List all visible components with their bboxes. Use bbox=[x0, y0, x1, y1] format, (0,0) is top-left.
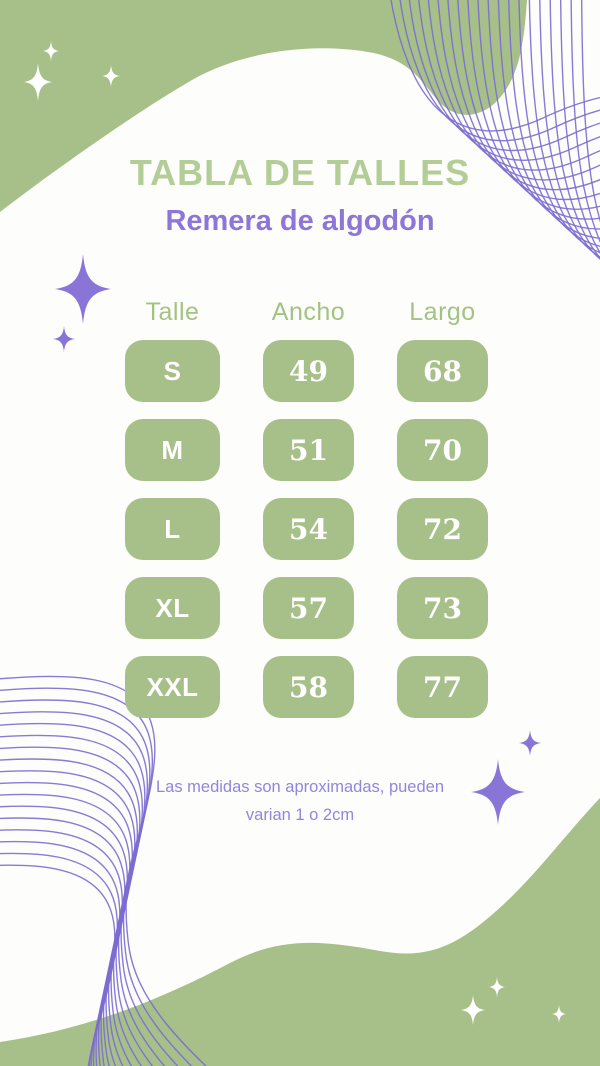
cell-talle-xl: XL bbox=[125, 577, 220, 639]
cell-talle-m: M bbox=[125, 419, 220, 481]
page-subtitle: Remera de algodón bbox=[165, 205, 435, 237]
cell-talle-l: L bbox=[125, 498, 220, 560]
measurement-note: Las medidas son aproximadas, pueden vari… bbox=[0, 773, 600, 829]
column-header-talle: Talle bbox=[145, 298, 200, 326]
measurement-note-line1: Las medidas son aproximadas, pueden bbox=[155, 778, 445, 796]
table-row-l: L 54 72 bbox=[125, 498, 600, 560]
cell-ancho-s: 49 bbox=[263, 340, 354, 402]
cell-ancho-xxl: 58 bbox=[263, 656, 354, 718]
bottom-green-blob bbox=[0, 798, 600, 1066]
cell-largo-m: 70 bbox=[397, 419, 488, 481]
cell-talle-s: S bbox=[125, 340, 220, 402]
cell-ancho-l: 54 bbox=[263, 498, 354, 560]
top-right-wave-lines bbox=[390, 0, 600, 260]
cell-ancho-xl: 57 bbox=[263, 577, 354, 639]
page-title: TABLA DE TALLES bbox=[129, 152, 471, 193]
bottom-left-wave-lines bbox=[0, 675, 207, 1066]
top-green-blob bbox=[0, 0, 527, 212]
cell-largo-xxl: 77 bbox=[397, 656, 488, 718]
column-header-ancho: Ancho bbox=[271, 298, 346, 326]
cell-largo-l: 72 bbox=[397, 498, 488, 560]
chart-content: TABLA DE TALLES Remera de algodón Talle … bbox=[0, 152, 600, 829]
table-row-xxl: XXL 58 77 bbox=[125, 656, 600, 718]
table-row-m: M 51 70 bbox=[125, 419, 600, 481]
table-row-xl: XL 57 73 bbox=[125, 577, 600, 639]
table-row-s: S 49 68 bbox=[125, 340, 600, 402]
cell-talle-xxl: XXL bbox=[125, 656, 220, 718]
table-header-row: Talle Ancho Largo bbox=[125, 298, 600, 327]
cell-largo-s: 68 bbox=[397, 340, 488, 402]
cell-largo-xl: 73 bbox=[397, 577, 488, 639]
measurement-note-line2: varian 1 o 2cm bbox=[245, 806, 355, 825]
cell-ancho-m: 51 bbox=[263, 419, 354, 481]
column-header-largo: Largo bbox=[409, 298, 476, 326]
